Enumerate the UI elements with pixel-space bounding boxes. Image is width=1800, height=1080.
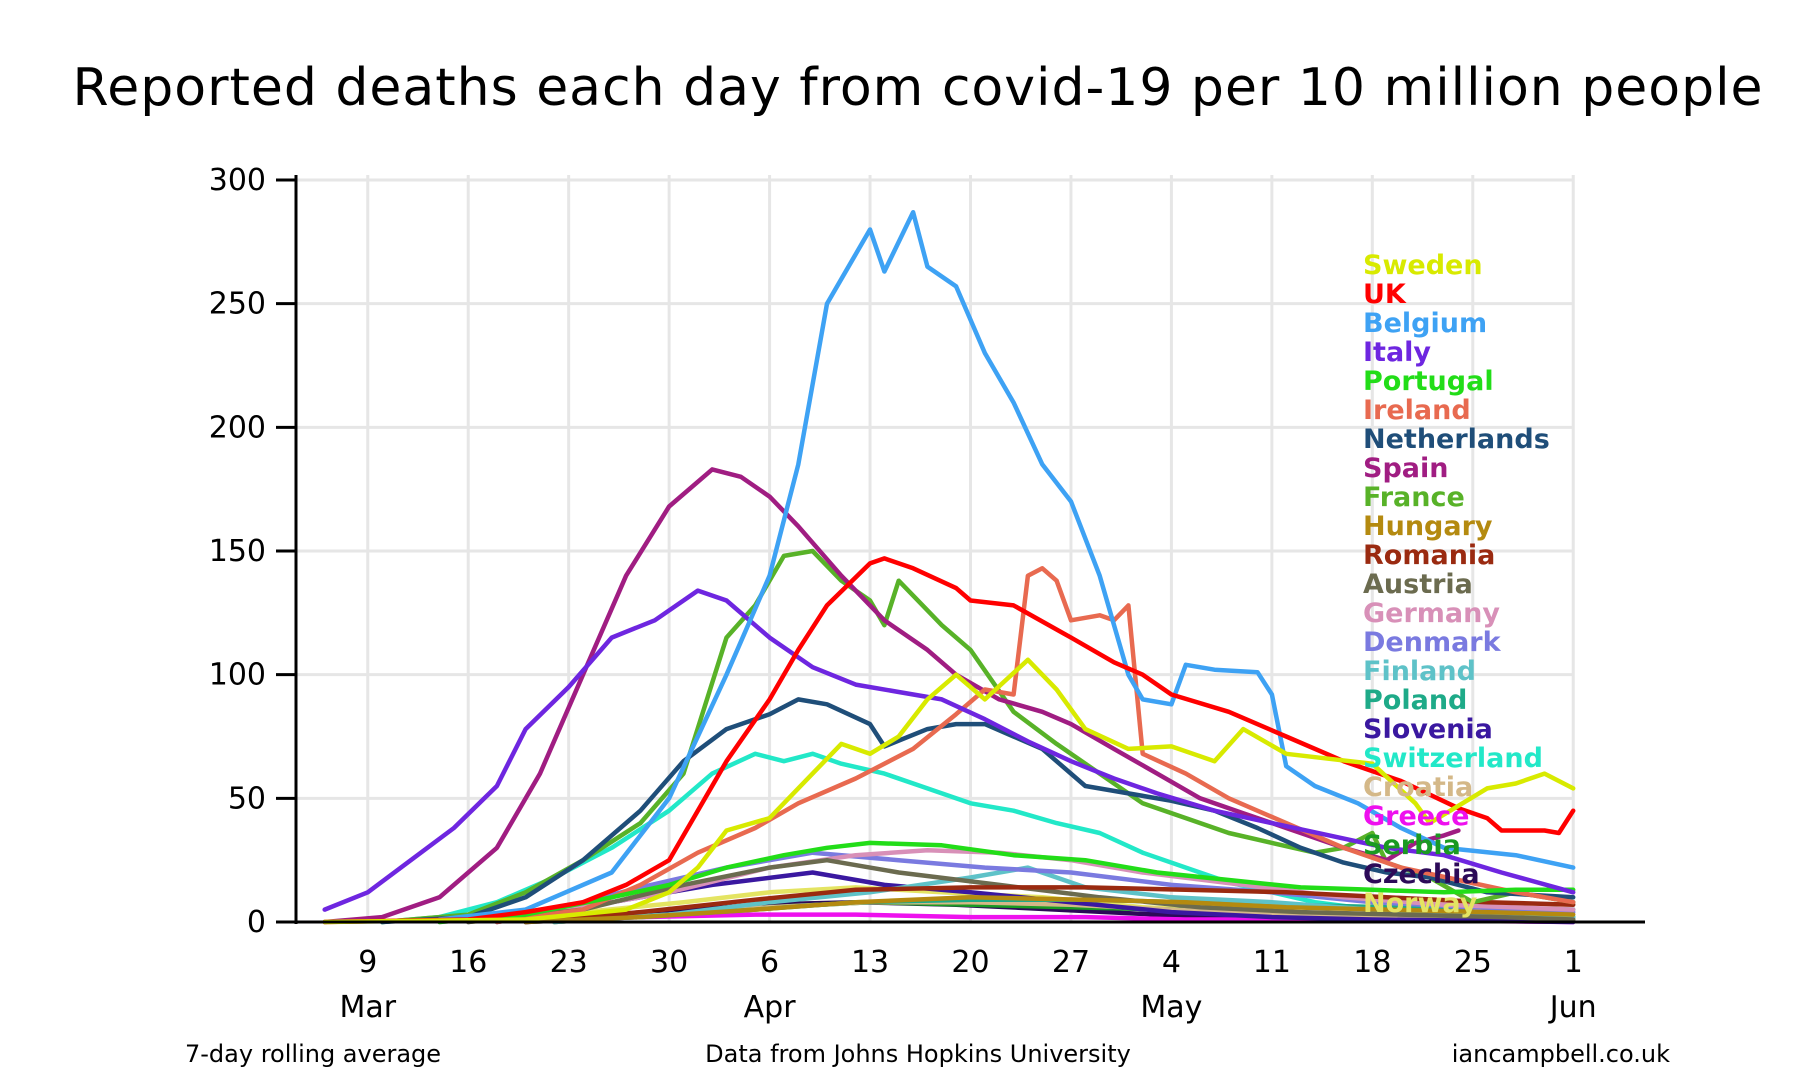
series-line-portugal bbox=[437, 840, 1576, 925]
series-line-belgium bbox=[437, 209, 1576, 922]
legend-label-poland: Poland bbox=[1363, 685, 1467, 716]
legend-label-portugal: Portugal bbox=[1363, 366, 1494, 397]
y-tick-label: 0 bbox=[247, 905, 266, 940]
legend-label-denmark: Denmark bbox=[1363, 627, 1502, 658]
legend-label-norway: Norway bbox=[1363, 888, 1478, 919]
x-tick-label-day: 25 bbox=[1454, 945, 1492, 980]
legend-label-sweden: Sweden bbox=[1363, 250, 1483, 281]
legend-label-romania: Romania bbox=[1363, 540, 1495, 571]
footer-website: iancampbell.co.uk bbox=[1451, 1040, 1670, 1068]
y-tick-label: 50 bbox=[228, 781, 266, 816]
x-tick-label-day: 23 bbox=[550, 945, 588, 980]
x-tick-label-day: 16 bbox=[449, 945, 487, 980]
x-tick-label-month: May bbox=[1140, 990, 1202, 1025]
x-tick-label-month: Jun bbox=[1548, 990, 1597, 1025]
x-tick-label-day: 6 bbox=[760, 945, 779, 980]
y-tick-label: 200 bbox=[209, 410, 266, 445]
grid-lines bbox=[296, 175, 1575, 922]
legend-label-hungary: Hungary bbox=[1363, 511, 1493, 542]
footer-data-source: Data from Johns Hopkins University bbox=[705, 1040, 1131, 1068]
y-tick-label: 100 bbox=[209, 658, 266, 693]
legend-label-finland: Finland bbox=[1363, 656, 1476, 687]
chart-title: Reported deaths each day from covid-19 p… bbox=[72, 58, 1764, 118]
legend-label-croatia: Croatia bbox=[1363, 772, 1473, 803]
legend-label-serbia: Serbia bbox=[1363, 830, 1461, 861]
legend-label-italy: Italy bbox=[1363, 337, 1431, 368]
legend-label-germany: Germany bbox=[1363, 598, 1500, 629]
legend-label-greece: Greece bbox=[1363, 801, 1469, 832]
legend-label-uk: UK bbox=[1363, 279, 1407, 310]
legend-label-spain: Spain bbox=[1363, 453, 1448, 484]
legend-label-austria: Austria bbox=[1363, 569, 1473, 600]
legend: SwedenUKBelgiumItalyPortugalIrelandNethe… bbox=[1363, 250, 1550, 919]
legend-label-france: France bbox=[1363, 482, 1465, 513]
series-lines bbox=[322, 209, 1576, 925]
y-tick-label: 250 bbox=[209, 287, 266, 322]
x-tick-label-day: 1 bbox=[1564, 945, 1583, 980]
legend-label-czechia: Czechia bbox=[1363, 859, 1480, 890]
legend-label-switzerland: Switzerland bbox=[1363, 743, 1543, 774]
series-line-romania bbox=[523, 885, 1576, 925]
legend-label-slovenia: Slovenia bbox=[1363, 714, 1493, 745]
x-tick-label-day: 18 bbox=[1353, 945, 1391, 980]
legend-label-belgium: Belgium bbox=[1363, 308, 1487, 339]
x-tick-label-day: 30 bbox=[650, 945, 688, 980]
y-tick-label: 300 bbox=[209, 163, 266, 198]
x-tick-label-month: Apr bbox=[744, 990, 797, 1025]
series-line-spain bbox=[322, 467, 1461, 925]
series-line-italy bbox=[322, 588, 1576, 912]
axes: 0 50 100 150 200 250 300 9 Mar 16 23 30 6 Apr 13 20 27 4 M… bbox=[209, 163, 1645, 1025]
x-tick-label-day: 11 bbox=[1253, 945, 1291, 980]
x-tick-label-day: 4 bbox=[1162, 945, 1181, 980]
series-line-austria bbox=[465, 857, 1576, 925]
x-tick-label-day: 9 bbox=[358, 945, 377, 980]
footer-note-rolling-average: 7-day rolling average bbox=[185, 1040, 442, 1068]
series-line-denmark bbox=[465, 850, 1576, 925]
y-tick-label: 150 bbox=[209, 534, 266, 569]
x-tick-label-day: 27 bbox=[1052, 945, 1090, 980]
x-tick-label-month: Mar bbox=[339, 990, 396, 1025]
legend-label-netherlands: Netherlands bbox=[1363, 424, 1550, 455]
series-line-netherlands bbox=[379, 697, 1576, 925]
series-line-france bbox=[379, 548, 1576, 925]
x-tick-label-day: 13 bbox=[851, 945, 889, 980]
x-tick-label-day: 20 bbox=[951, 945, 989, 980]
legend-label-ireland: Ireland bbox=[1363, 395, 1471, 426]
series-line-hungary bbox=[523, 895, 1576, 925]
series-line-sweden bbox=[322, 657, 1576, 925]
